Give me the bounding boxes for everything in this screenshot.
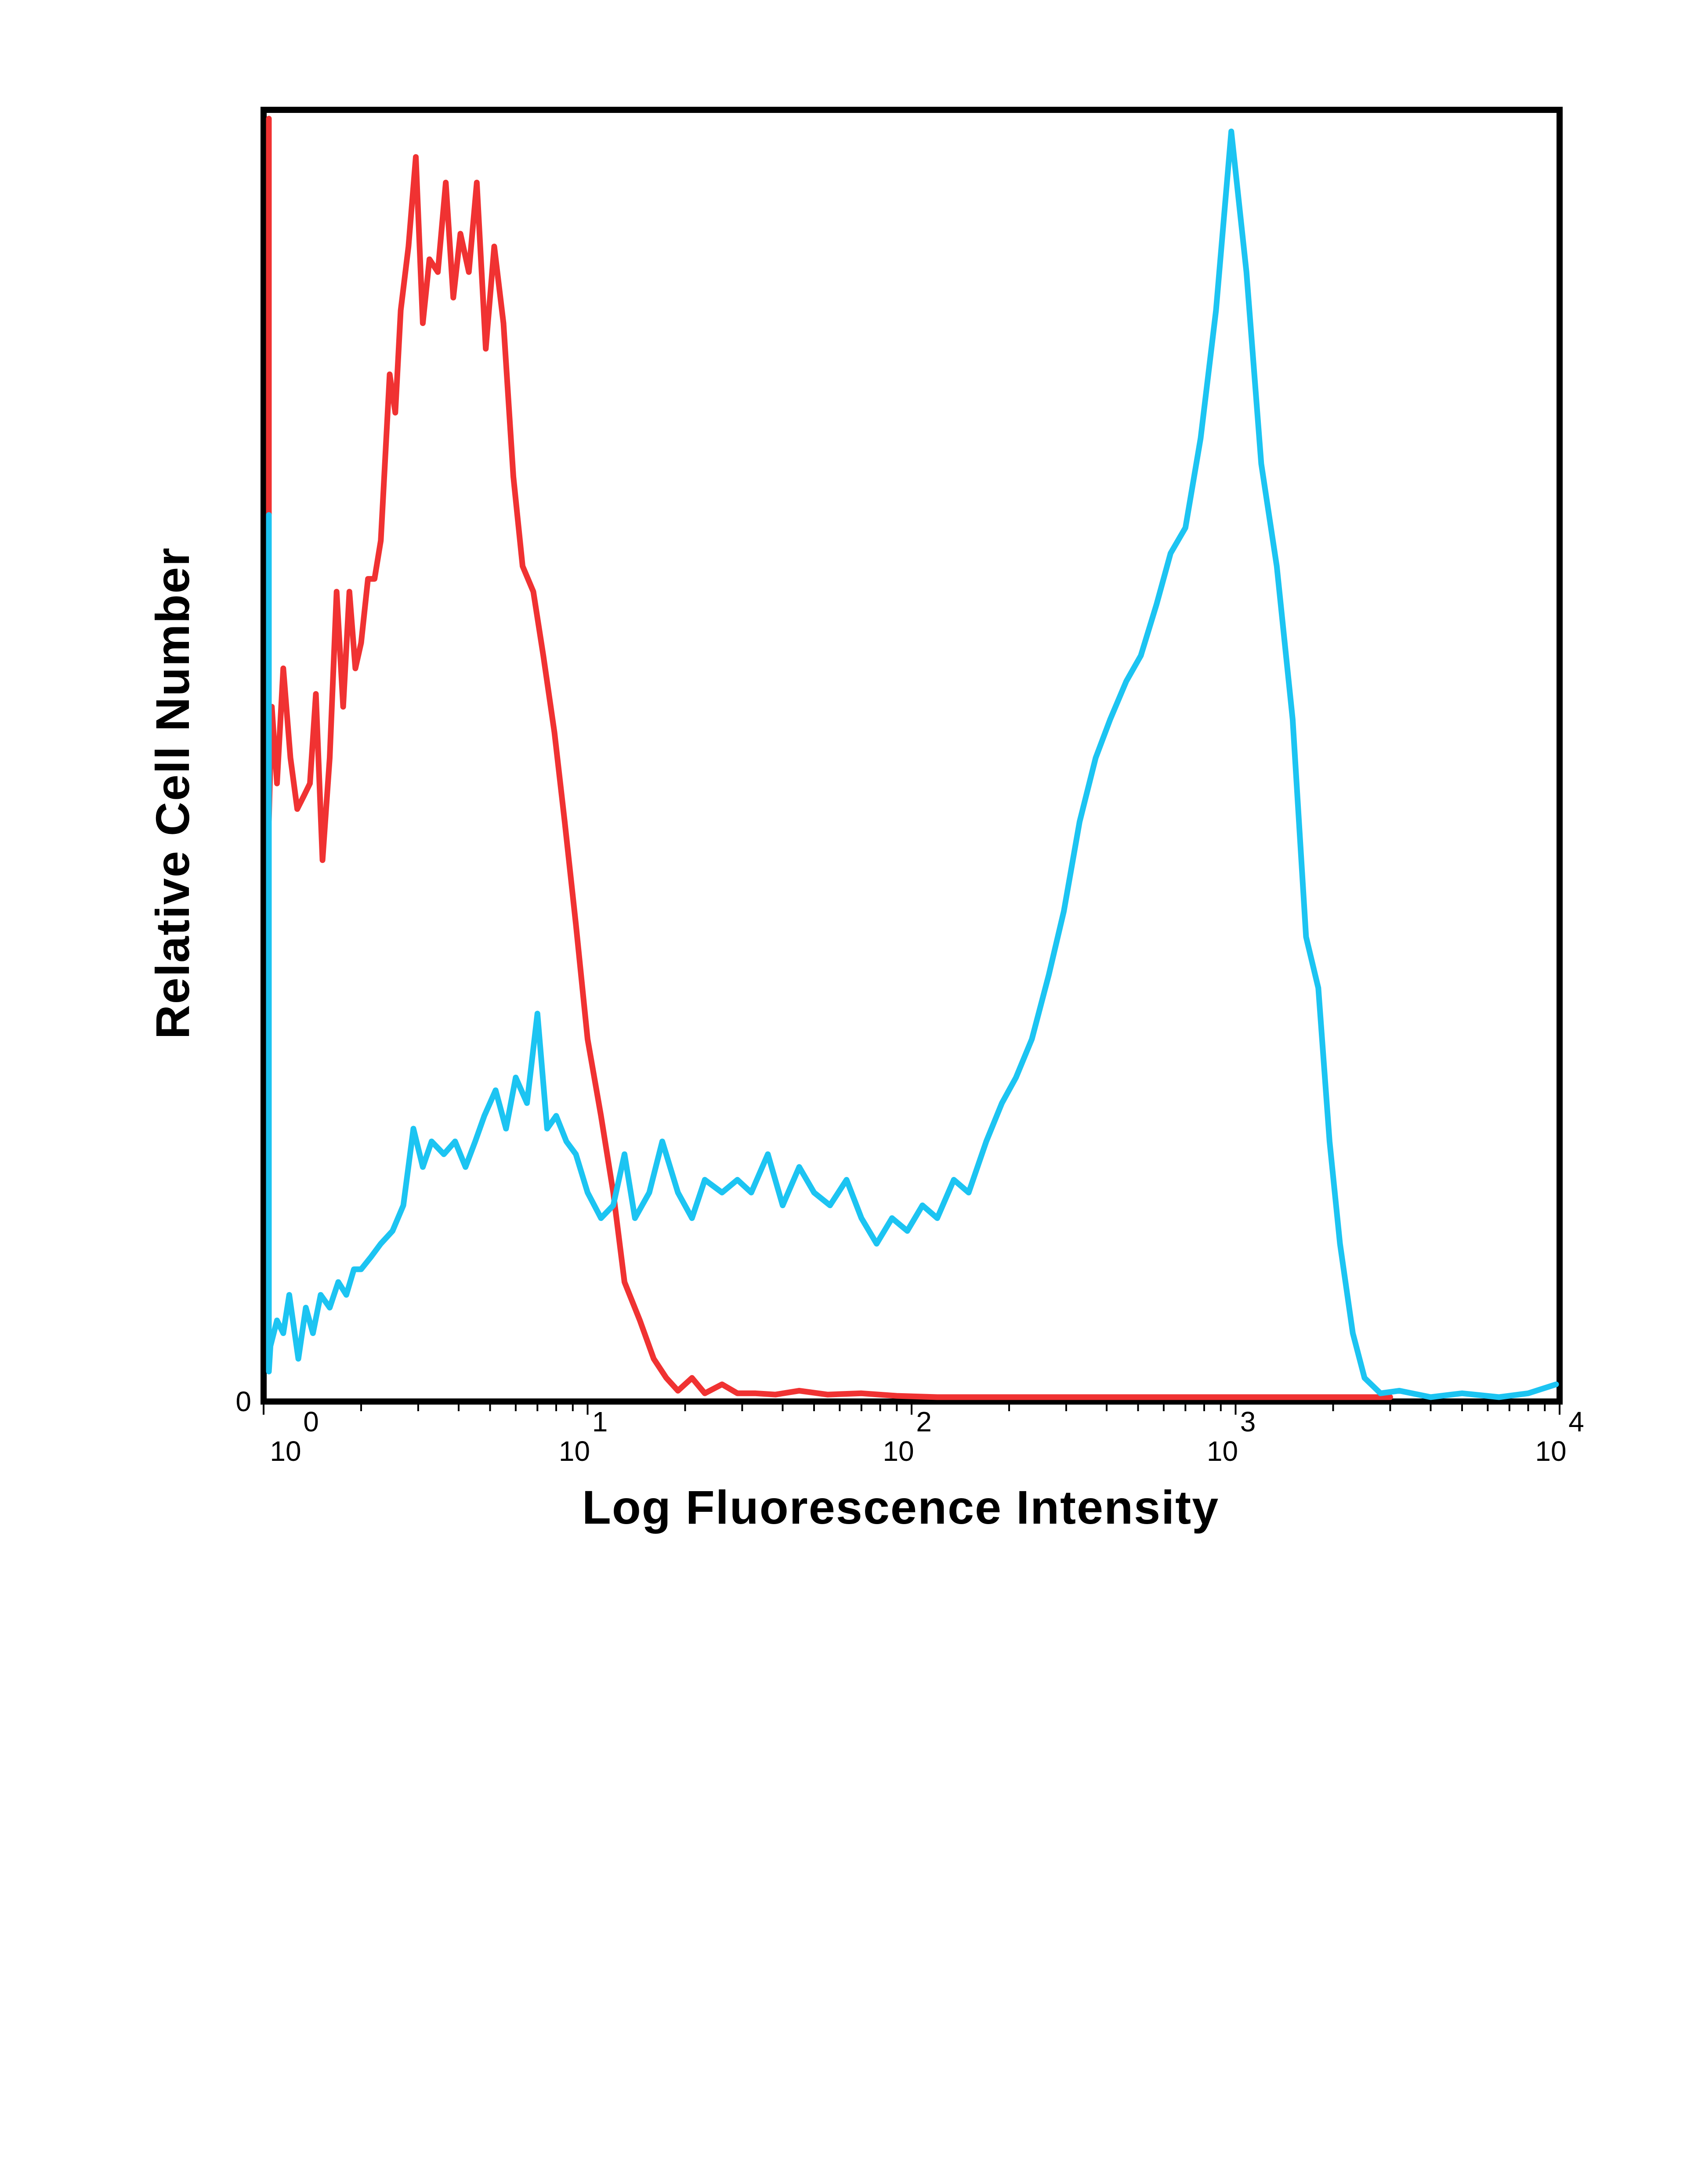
- x-tick-label-base: 10: [559, 1435, 590, 1467]
- x-tick-label-exponent: 1: [592, 1406, 608, 1438]
- y-tick-label-0: 0: [235, 1386, 251, 1417]
- x-tick-label-exponent: 4: [1568, 1406, 1584, 1438]
- x-axis-label: Log Fluorescence Intensity: [582, 1481, 1219, 1534]
- x-tick-label-exponent: 3: [1240, 1406, 1256, 1438]
- y-axis-label: Relative Cell Number: [146, 547, 199, 1039]
- x-tick-label-base: 10: [270, 1435, 301, 1467]
- series-group: [266, 116, 1559, 1400]
- x-tick-label-base: 10: [883, 1435, 914, 1467]
- x-tick-label-base: 10: [1535, 1435, 1566, 1467]
- x-tick-label-exponent: 2: [916, 1406, 932, 1438]
- x-tick-label-exponent: 0: [303, 1406, 319, 1438]
- x-tick-label-base: 10: [1207, 1435, 1238, 1467]
- series-line-2: [266, 128, 1559, 1400]
- series-line-1: [266, 116, 1393, 1400]
- plot-frame: [261, 107, 1563, 1405]
